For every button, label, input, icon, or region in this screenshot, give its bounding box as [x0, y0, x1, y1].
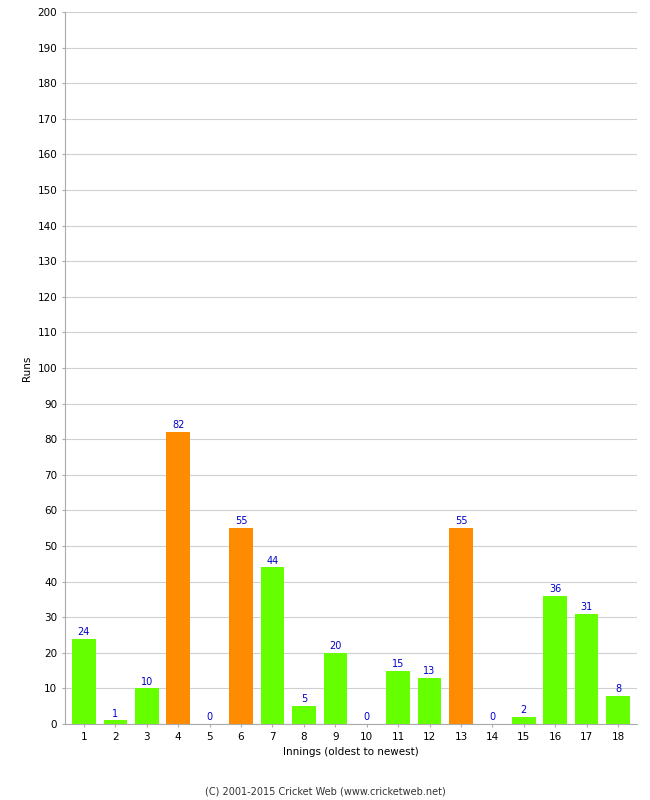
Bar — [418, 678, 441, 724]
Bar — [166, 432, 190, 724]
Text: 82: 82 — [172, 420, 185, 430]
Text: 1: 1 — [112, 709, 118, 718]
Text: 0: 0 — [207, 712, 213, 722]
Text: 8: 8 — [615, 684, 621, 694]
Bar — [72, 638, 96, 724]
Text: 24: 24 — [77, 626, 90, 637]
Bar — [449, 528, 473, 724]
Text: 55: 55 — [455, 517, 467, 526]
Bar — [229, 528, 253, 724]
Bar — [292, 706, 316, 724]
Text: 44: 44 — [266, 555, 279, 566]
Text: 10: 10 — [140, 677, 153, 686]
Bar — [103, 721, 127, 724]
Text: 5: 5 — [301, 694, 307, 705]
Text: 20: 20 — [329, 641, 341, 651]
Text: 15: 15 — [392, 659, 404, 669]
Text: 55: 55 — [235, 517, 247, 526]
Bar — [261, 567, 284, 724]
Bar — [606, 695, 630, 724]
Text: 13: 13 — [423, 666, 436, 676]
Text: 36: 36 — [549, 584, 562, 594]
Bar — [575, 614, 599, 724]
X-axis label: Innings (oldest to newest): Innings (oldest to newest) — [283, 747, 419, 757]
Bar — [324, 653, 347, 724]
Text: 0: 0 — [363, 712, 370, 722]
Y-axis label: Runs: Runs — [22, 355, 32, 381]
Text: 0: 0 — [489, 712, 495, 722]
Bar — [135, 688, 159, 724]
Bar — [386, 670, 410, 724]
Text: 31: 31 — [580, 602, 593, 612]
Text: (C) 2001-2015 Cricket Web (www.cricketweb.net): (C) 2001-2015 Cricket Web (www.cricketwe… — [205, 786, 445, 796]
Text: 2: 2 — [521, 705, 527, 715]
Bar — [543, 596, 567, 724]
Bar — [512, 717, 536, 724]
